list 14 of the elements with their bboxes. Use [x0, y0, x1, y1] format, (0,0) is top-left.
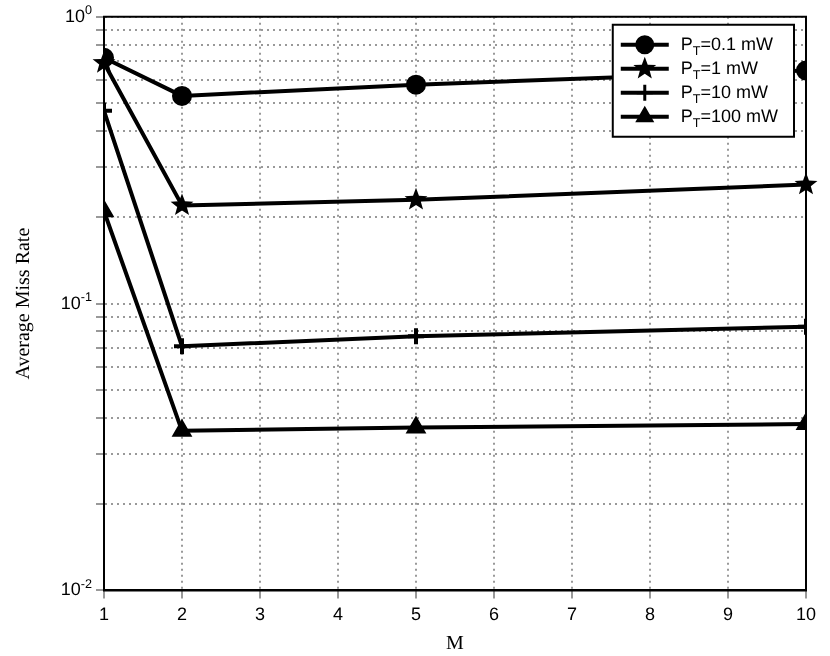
y-axis-title: Average Miss Rate	[13, 226, 36, 380]
x-tick-label: 1	[98, 604, 110, 625]
x-tick-label: 4	[332, 604, 344, 625]
x-tick-label: 10	[795, 604, 817, 625]
point	[170, 193, 194, 216]
x-axis-title: M	[446, 633, 465, 656]
x-tick-label: 8	[644, 604, 656, 625]
x-tick-label: 2	[176, 604, 188, 625]
x-tick-label: 5	[410, 604, 422, 625]
x-tick-label: 6	[488, 604, 500, 625]
x-tick-label: 3	[254, 604, 266, 625]
point	[404, 187, 428, 210]
x-tick-label: 7	[566, 604, 578, 625]
x-tick-label: 9	[722, 604, 734, 625]
